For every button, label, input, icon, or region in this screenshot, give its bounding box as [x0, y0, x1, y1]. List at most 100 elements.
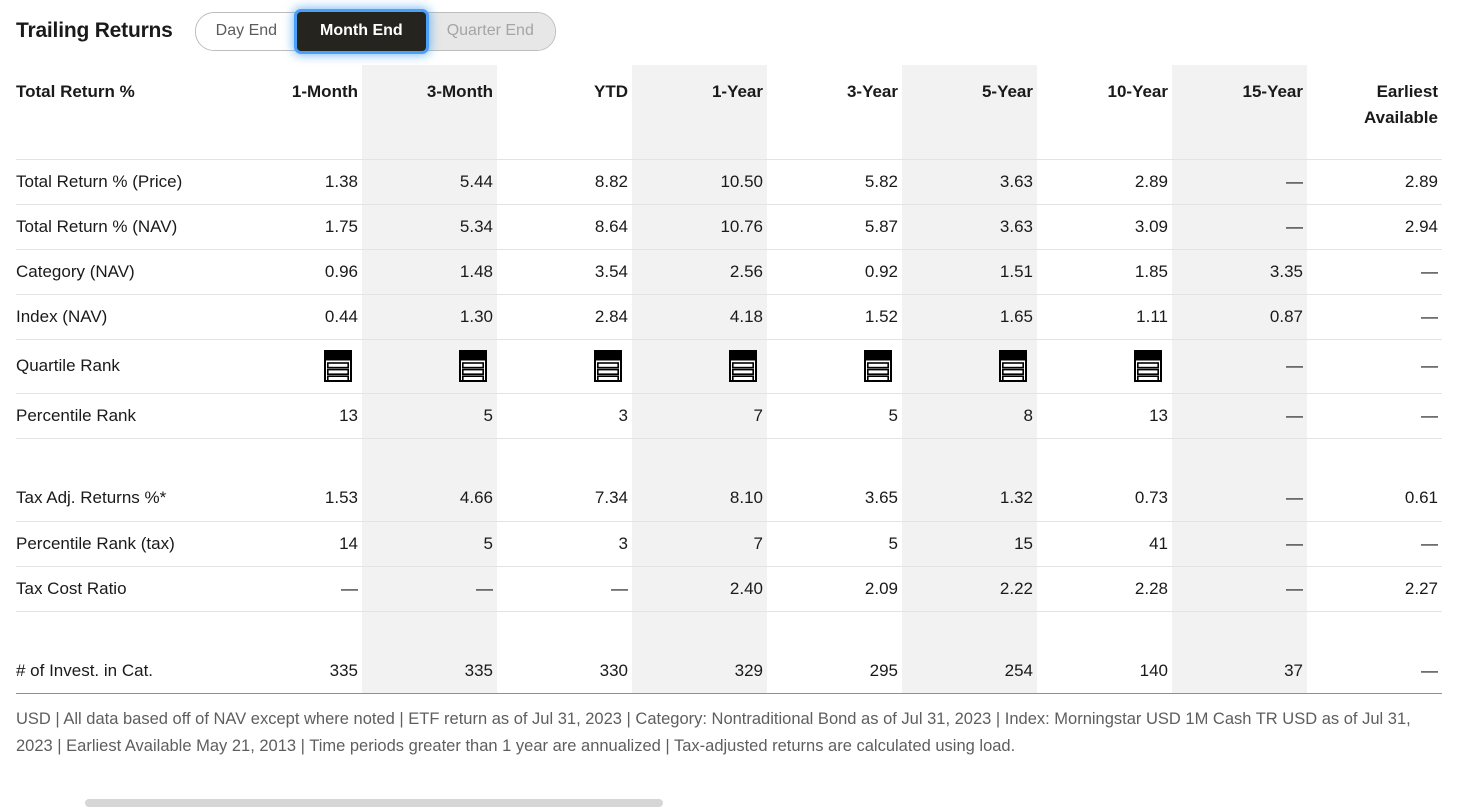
value-cell: 1.53 — [227, 476, 362, 522]
value-cell: 3.35 — [1172, 249, 1307, 295]
table-row: Index (NAV) 0.44 1.30 2.84 4.18 1.52 1.65 1.11 0… — [16, 294, 1442, 340]
quartile-rank-cell — [767, 339, 902, 394]
value-cell: 0.92 — [767, 249, 902, 295]
value-cell: 8.82 — [497, 158, 632, 205]
value-cell: — — [1172, 476, 1307, 522]
value-cell: 295 — [767, 649, 902, 694]
spacer-cell — [632, 438, 767, 476]
value-cell: — — [1307, 294, 1442, 340]
value-cell: 41 — [1037, 521, 1172, 567]
value-cell: 1.65 — [902, 294, 1037, 340]
spacer-cell — [1037, 438, 1172, 476]
row-label: Category (NAV) — [16, 249, 227, 295]
performance-quartile-1-icon — [1134, 350, 1162, 382]
column-header: 3-Month — [362, 65, 497, 159]
value-cell: 3 — [497, 393, 632, 439]
table-row: Quartile Rank — — — [16, 339, 1442, 394]
row-label: # of Invest. in Cat. — [16, 649, 227, 694]
performance-quartile-1-icon — [729, 350, 757, 382]
column-header: 10-Year — [1107, 82, 1169, 101]
value-cell: — — [1172, 521, 1307, 567]
value-cell: 254 — [902, 649, 1037, 694]
spacer-cell — [16, 611, 227, 649]
quartile-rank-cell — [362, 339, 497, 394]
value-cell: 3.54 — [497, 249, 632, 295]
value-cell: 3.65 — [767, 476, 902, 522]
spacer-cell — [16, 438, 227, 476]
value-cell: 2.56 — [632, 249, 767, 295]
topbar: Trailing Returns Day End Month End Quart… — [16, 10, 1442, 52]
value-cell: — — [1307, 339, 1442, 394]
column-header: Earliest Available — [1363, 82, 1438, 127]
spacer-row — [16, 611, 1442, 649]
spacer-cell — [767, 438, 902, 476]
toggle-quarter-end[interactable]: Quarter End — [425, 12, 555, 50]
value-cell: 140 — [1037, 649, 1172, 694]
spacer-cell — [1307, 611, 1442, 649]
value-cell: 2.89 — [1307, 158, 1442, 205]
spacer-cell — [227, 438, 362, 476]
performance-quartile-1-icon — [594, 350, 622, 382]
value-cell: — — [1307, 521, 1442, 567]
toggle-day-end[interactable]: Day End — [195, 12, 298, 50]
table-row: Tax Cost Ratio — — —2.40 2.09 2.22 2.28—2.27 — [16, 566, 1442, 612]
value-cell: 1.32 — [902, 476, 1037, 522]
horizontal-scrollbar[interactable] — [85, 799, 663, 807]
value-cell: 2.40 — [632, 566, 767, 612]
value-cell: 15 — [902, 521, 1037, 567]
value-cell: 5.34 — [362, 204, 497, 250]
spacer-cell — [902, 438, 1037, 476]
value-cell: 14 — [227, 521, 362, 567]
returns-table-body: Total Return % (Price) 1.38 5.44 8.82 10.50 5… — [16, 158, 1442, 694]
value-cell: 8.64 — [497, 204, 632, 250]
value-cell: 4.66 — [362, 476, 497, 522]
performance-quartile-1-icon — [999, 350, 1027, 382]
value-cell: — — [1172, 158, 1307, 205]
performance-quartile-1-icon — [324, 350, 352, 382]
value-cell: — — [497, 566, 632, 612]
value-cell: 7 — [632, 521, 767, 567]
value-cell: 2.84 — [497, 294, 632, 340]
spacer-cell — [632, 611, 767, 649]
value-cell: 2.09 — [767, 566, 902, 612]
value-cell: 1.51 — [902, 249, 1037, 295]
row-label: Index (NAV) — [16, 294, 227, 340]
value-cell: 4.18 — [632, 294, 767, 340]
value-cell: 7.34 — [497, 476, 632, 522]
toggle-month-end[interactable]: Month End — [297, 11, 426, 51]
value-cell: 3.09 — [1037, 204, 1172, 250]
value-cell: 3 — [497, 521, 632, 567]
spacer-cell — [362, 611, 497, 649]
table-row: Category (NAV) 0.96 1.48 3.54 2.56 0.92 1.51 1.… — [16, 249, 1442, 295]
value-cell: 0.61 — [1307, 476, 1442, 522]
value-cell: 10.50 — [632, 158, 767, 205]
table-row: Total Return % (Price) 1.38 5.44 8.82 10.50 5… — [16, 158, 1442, 205]
page-title: Trailing Returns — [16, 19, 173, 42]
value-cell: 5 — [767, 521, 902, 567]
value-cell: 10.76 — [632, 204, 767, 250]
column-header: YTD — [594, 82, 628, 101]
quartile-rank-cell — [227, 339, 362, 394]
value-cell: 7 — [632, 393, 767, 439]
value-cell: 0.44 — [227, 294, 362, 340]
row-label: Tax Adj. Returns %* — [16, 476, 227, 522]
spacer-cell — [227, 611, 362, 649]
value-cell: 1.30 — [362, 294, 497, 340]
value-cell: 329 — [632, 649, 767, 694]
value-cell: 8 — [902, 393, 1037, 439]
quartile-rank-cell — [632, 339, 767, 394]
table-row: # of Invest. in Cat. 335 335 330 329 295 254 14… — [16, 649, 1442, 694]
value-cell: — — [227, 566, 362, 612]
spacer-cell — [1172, 438, 1307, 476]
value-cell: 8.10 — [632, 476, 767, 522]
value-cell: 3.63 — [902, 158, 1037, 205]
spacer-row — [16, 438, 1442, 476]
value-cell: 335 — [227, 649, 362, 694]
value-cell: 1.38 — [227, 158, 362, 205]
spacer-cell — [1307, 438, 1442, 476]
performance-quartile-1-icon — [864, 350, 892, 382]
spacer-cell — [767, 611, 902, 649]
value-cell: 330 — [497, 649, 632, 694]
quartile-rank-cell — [1037, 339, 1172, 394]
row-label: Percentile Rank — [16, 393, 227, 439]
